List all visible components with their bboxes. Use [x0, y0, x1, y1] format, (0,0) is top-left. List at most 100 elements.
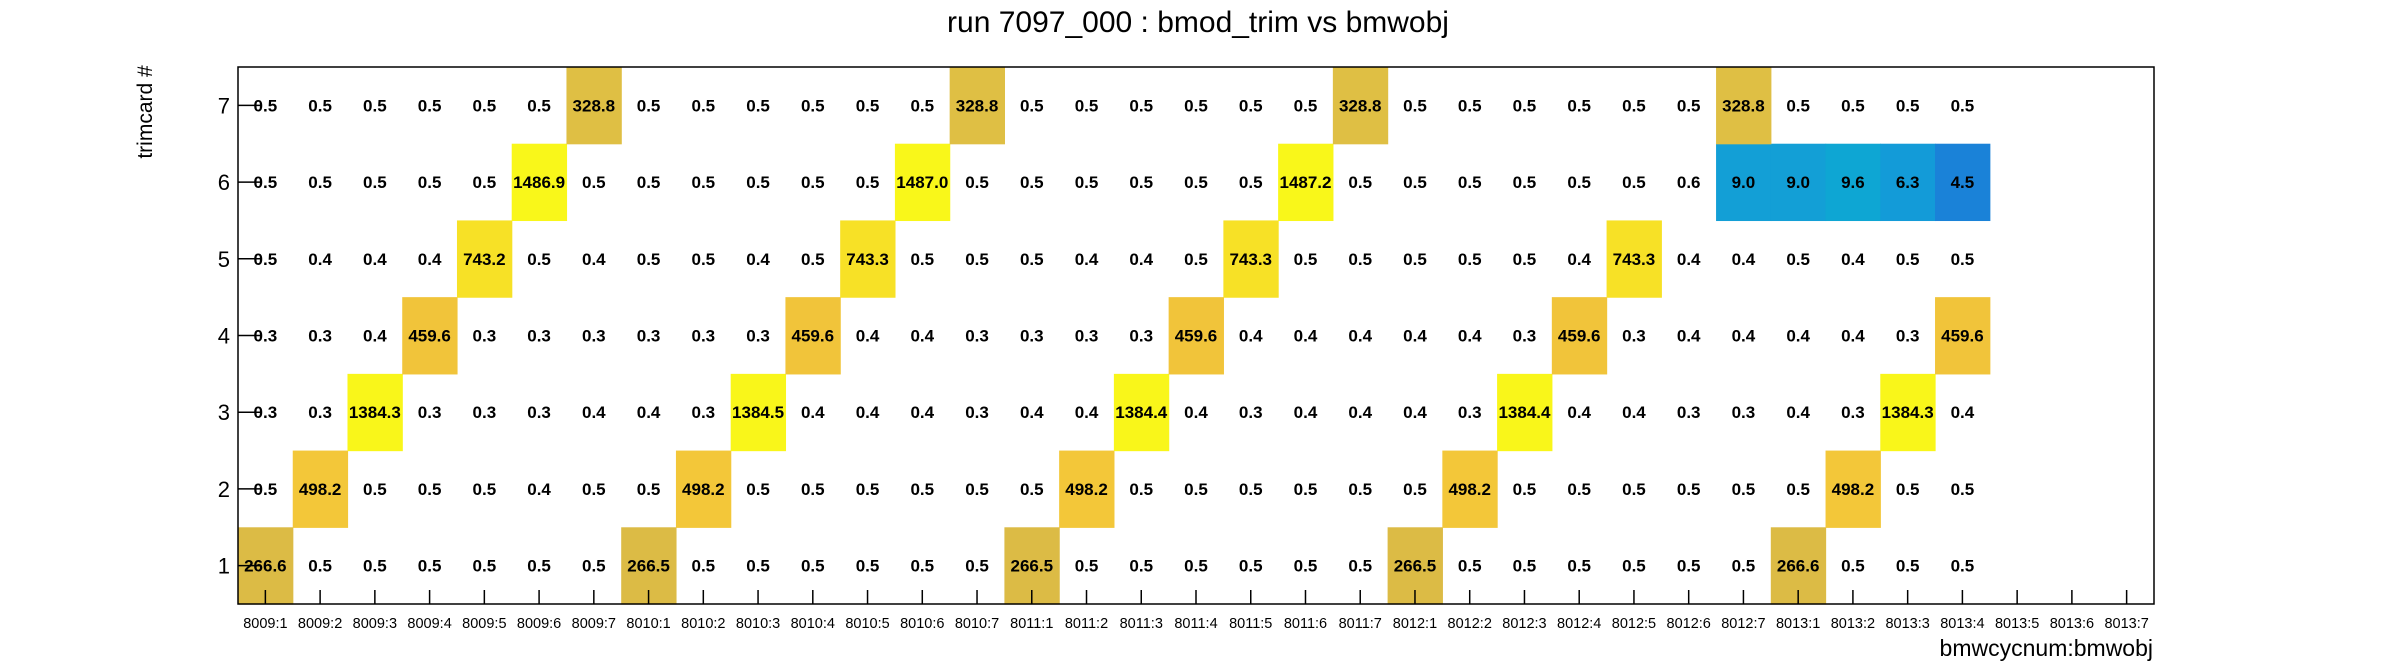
cell-value-label: 0.5 — [473, 480, 497, 499]
cell-value-label: 0.4 — [856, 403, 880, 422]
cell-value-label: 0.3 — [691, 327, 715, 346]
cell-value-label: 0.5 — [582, 480, 606, 499]
cell-value-label: 0.5 — [637, 173, 661, 192]
heatmap-cell — [1223, 220, 1279, 298]
cell-value-label: 0.5 — [254, 173, 278, 192]
cell-value-label: 0.5 — [1567, 480, 1591, 499]
cell-value-label: 0.4 — [363, 327, 387, 346]
cell-value-label: 0.5 — [473, 557, 497, 576]
heatmap-cell — [456, 220, 513, 298]
cell-value-label: 0.3 — [1677, 403, 1701, 422]
cell-value-label: 0.5 — [1513, 557, 1537, 576]
cell-value-label: 0.4 — [856, 327, 880, 346]
x-tick-label: 8010:2 — [681, 616, 725, 632]
cell-value-label: 328.8 — [573, 96, 616, 115]
heatmap-cell — [1716, 67, 1772, 145]
x-tick-label: 8009:4 — [407, 616, 451, 632]
cell-value-label: 1487.2 — [1279, 173, 1331, 192]
x-tick-label: 8011:4 — [1174, 616, 1217, 632]
cell-value-label: 0.5 — [1020, 173, 1044, 192]
x-tick-label: 8009:3 — [353, 616, 397, 632]
x-tick-label: 8011:3 — [1120, 616, 1163, 632]
x-tick-label: 8013:5 — [1995, 616, 2039, 632]
cell-value-label: 0.3 — [1129, 327, 1153, 346]
cell-value-label: 0.5 — [1129, 480, 1153, 499]
cell-value-label: 0.5 — [418, 173, 442, 192]
cell-value-label: 0.4 — [1184, 403, 1208, 422]
x-tick-label: 8010:1 — [626, 616, 670, 632]
cell-value-label: 0.3 — [1020, 327, 1044, 346]
x-tick-label: 8010:7 — [955, 616, 999, 632]
cell-value-label: 4.5 — [1951, 173, 1975, 192]
cell-value-label: 1384.3 — [1882, 403, 1934, 422]
cell-value-label: 498.2 — [682, 480, 725, 499]
cell-value-label: 0.5 — [418, 480, 442, 499]
x-tick-label: 8009:7 — [572, 616, 616, 632]
x-tick-label: 8012:4 — [1557, 616, 1601, 632]
cell-value-label: 0.5 — [746, 480, 770, 499]
cell-value-label: 0.5 — [965, 250, 989, 269]
x-axis: 8009:1 8009:2 8009:3 8009:4 8009:5 8009:6 8009… — [243, 590, 2149, 632]
cell-value-label: 0.5 — [1129, 173, 1153, 192]
y-tick-label: 6 — [218, 170, 230, 195]
heatmap-cell — [1332, 67, 1389, 145]
cell-value-label: 0.5 — [1020, 96, 1044, 115]
cell-value-label: 0.5 — [1020, 250, 1044, 269]
x-tick-label: 8011:1 — [1010, 616, 1053, 632]
cell-value-label: 0.4 — [1677, 250, 1701, 269]
x-tick-label: 8011:5 — [1229, 616, 1272, 632]
heatmap-cell — [402, 297, 458, 375]
x-tick-label: 8009:2 — [298, 616, 342, 632]
cell-value-label: 0.5 — [1184, 480, 1208, 499]
cell-value-label: 0.5 — [1184, 173, 1208, 192]
x-tick-label: 8012:1 — [1393, 616, 1437, 632]
cell-value-label: 0.4 — [1732, 250, 1756, 269]
cell-value-label: 0.5 — [1841, 96, 1865, 115]
cell-value-label: 0.3 — [473, 403, 497, 422]
y-tick-label: 5 — [218, 247, 230, 272]
cell-value-label: 0.4 — [1403, 327, 1427, 346]
cell-value-label: 1384.4 — [1498, 403, 1551, 422]
cell-value-label: 0.4 — [1622, 403, 1646, 422]
cell-value-label: 0.3 — [254, 403, 278, 422]
x-tick-label: 8012:2 — [1448, 616, 1492, 632]
y-tick-label: 4 — [218, 324, 230, 349]
cell-value-label: 0.4 — [1567, 250, 1591, 269]
cell-value-label: 0.3 — [691, 403, 715, 422]
cell-value-label: 0.5 — [1184, 557, 1208, 576]
heatmap-cell — [1168, 297, 1224, 375]
cell-value-label: 0.5 — [254, 96, 278, 115]
cell-value-label: 0.5 — [527, 557, 551, 576]
cell-value-label: 0.4 — [1786, 403, 1810, 422]
cell-value-label: 0.5 — [691, 96, 715, 115]
cell-value-label: 0.5 — [1567, 173, 1591, 192]
cell-value-label: 0.5 — [1513, 480, 1537, 499]
x-tick-label: 8012:7 — [1721, 616, 1765, 632]
cell-value-label: 0.4 — [527, 480, 551, 499]
cell-value-label: 0.3 — [527, 327, 551, 346]
cell-value-label: 0.4 — [1951, 403, 1975, 422]
cell-value-label: 328.8 — [1339, 96, 1382, 115]
cell-value-label: 0.5 — [1622, 173, 1646, 192]
cell-value-label: 0.5 — [801, 250, 825, 269]
cell-value-label: 0.3 — [308, 327, 332, 346]
cell-value-label: 1384.3 — [349, 403, 401, 422]
cell-value-label: 0.3 — [965, 327, 989, 346]
heatmap-cell — [949, 67, 1005, 145]
cell-value-label: 0.5 — [308, 557, 332, 576]
cell-value-label: 0.3 — [308, 403, 332, 422]
cell-value-label: 0.5 — [1075, 96, 1099, 115]
y-tick-label: 1 — [218, 554, 230, 579]
x-tick-label: 8010:3 — [736, 616, 780, 632]
cell-value-label: 0.5 — [965, 557, 989, 576]
cell-value-label: 0.5 — [965, 173, 989, 192]
cell-value-label: 0.5 — [856, 96, 880, 115]
cell-value-label: 0.5 — [1458, 173, 1482, 192]
cell-value-label: 0.5 — [1239, 173, 1263, 192]
cell-value-label: 0.5 — [1567, 96, 1591, 115]
cell-value-label: 0.5 — [691, 250, 715, 269]
cell-value-label: 0.5 — [856, 557, 880, 576]
cell-value-label: 0.5 — [1184, 250, 1208, 269]
x-tick-label: 8011:2 — [1065, 616, 1108, 632]
cell-value-label: 0.5 — [1896, 480, 1920, 499]
